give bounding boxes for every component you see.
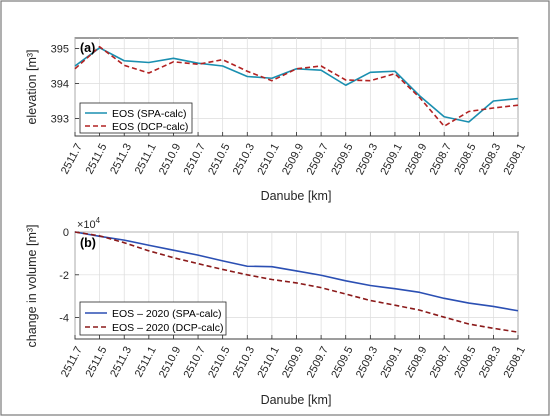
chart-a-y-tick-label: 394	[51, 79, 69, 91]
chart-b-legend-box	[79, 301, 227, 336]
chart-b-legend: EOS – 2020 (SPA-calc) EOS – 2020 (DCP-ca…	[79, 301, 227, 336]
chart-b-x-axis-label: Danube [km]	[261, 393, 332, 407]
chart-b-y-tick-label: -2	[59, 270, 69, 282]
chart-a-legend-label-1: EOS (DCP-calc)	[112, 121, 188, 133]
chart-a-y-tick-label: 393	[51, 114, 69, 126]
chart-b-legend-label-1: EOS – 2020 (DCP-calc)	[112, 322, 223, 334]
chart-a-series-line-1	[74, 45, 519, 127]
chart-a-panel-label: (a)	[80, 41, 95, 55]
chart-a-legend: EOS (SPA-calc) EOS (DCP-calc)	[79, 102, 193, 134]
chart-a-series	[74, 45, 519, 127]
chart-a-y-tick-label: 395	[51, 44, 69, 56]
chart-b-series-line-1	[74, 231, 519, 333]
chart-a-y-ticks: 393 394 395	[51, 44, 79, 126]
chart-b-exponent-power: 4	[96, 216, 101, 225]
chart-a-x-axis-label: Danube [km]	[261, 189, 332, 203]
chart-b-y-tick-label: -4	[59, 313, 69, 325]
chart-b-series	[74, 231, 519, 333]
chart-b-series-line-0	[74, 231, 519, 312]
chart-a-y-axis-label: elevation [m³]	[25, 49, 39, 124]
chart-b-y-exponent: ×104	[77, 216, 101, 231]
chart-b-legend-label-0: EOS – 2020 (SPA-calc)	[112, 308, 222, 320]
chart-b-exponent-base: ×10	[77, 219, 96, 231]
chart-a-legend-box	[79, 102, 193, 134]
chart-b-panel-label: (b)	[80, 236, 96, 250]
chart-a-legend-label-0: EOS (SPA-calc)	[112, 108, 186, 120]
chart-a-series-line-0	[74, 46, 519, 123]
chart-b-y-tick-label: 0	[63, 227, 69, 239]
chart-b-y-axis-label: change in volume [m³]	[25, 225, 39, 348]
